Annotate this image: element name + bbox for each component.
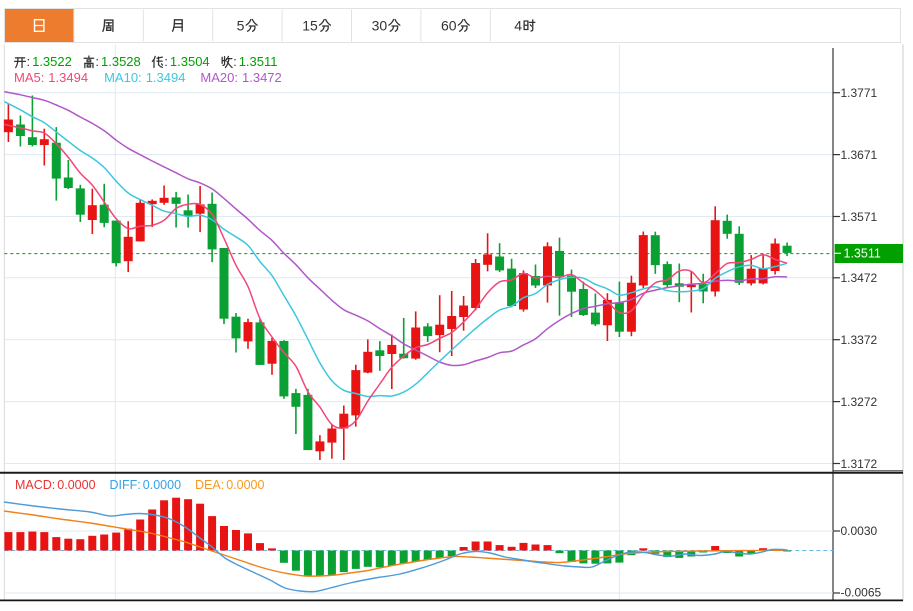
svg-text:1.3494: 1.3494 — [146, 70, 186, 85]
svg-text:1.3771: 1.3771 — [841, 86, 878, 100]
svg-text::: : — [233, 54, 237, 69]
svg-text:-0.0065: -0.0065 — [841, 586, 882, 600]
svg-text:DEA:: DEA: — [195, 478, 224, 492]
svg-text:1.3472: 1.3472 — [242, 70, 282, 85]
svg-text:1.3372: 1.3372 — [841, 333, 878, 347]
svg-text:1.3472: 1.3472 — [841, 271, 878, 285]
svg-text:MA20:: MA20: — [200, 70, 238, 85]
svg-text:30: 30 — [372, 17, 388, 33]
svg-text:1.3504: 1.3504 — [170, 54, 210, 69]
svg-text:1.3571: 1.3571 — [841, 210, 878, 224]
svg-text:1.3671: 1.3671 — [841, 148, 878, 162]
svg-text:DIFF:: DIFF: — [110, 478, 141, 492]
svg-text:0.0000: 0.0000 — [143, 478, 181, 492]
svg-text:1.3522: 1.3522 — [32, 54, 72, 69]
svg-text:1.3511: 1.3511 — [844, 247, 881, 261]
svg-text:1.3494: 1.3494 — [48, 70, 88, 85]
svg-text:1.3528: 1.3528 — [101, 54, 141, 69]
svg-text:0.0030: 0.0030 — [841, 524, 878, 538]
svg-text:5: 5 — [237, 17, 245, 33]
svg-text:0.0000: 0.0000 — [226, 478, 264, 492]
svg-text:1.3272: 1.3272 — [841, 395, 878, 409]
svg-text:1.3511: 1.3511 — [239, 54, 278, 69]
svg-text:0.0000: 0.0000 — [57, 478, 95, 492]
svg-text:MACD:: MACD: — [15, 478, 55, 492]
svg-text:60: 60 — [441, 17, 457, 33]
svg-text::: : — [27, 54, 31, 69]
svg-text:MA5:: MA5: — [14, 70, 44, 85]
svg-text:MA10:: MA10: — [104, 70, 142, 85]
svg-text::: : — [164, 54, 168, 69]
svg-text:4: 4 — [514, 17, 522, 33]
svg-text:15: 15 — [302, 17, 318, 33]
svg-text:1.3172: 1.3172 — [841, 457, 878, 471]
svg-text::: : — [95, 54, 99, 69]
